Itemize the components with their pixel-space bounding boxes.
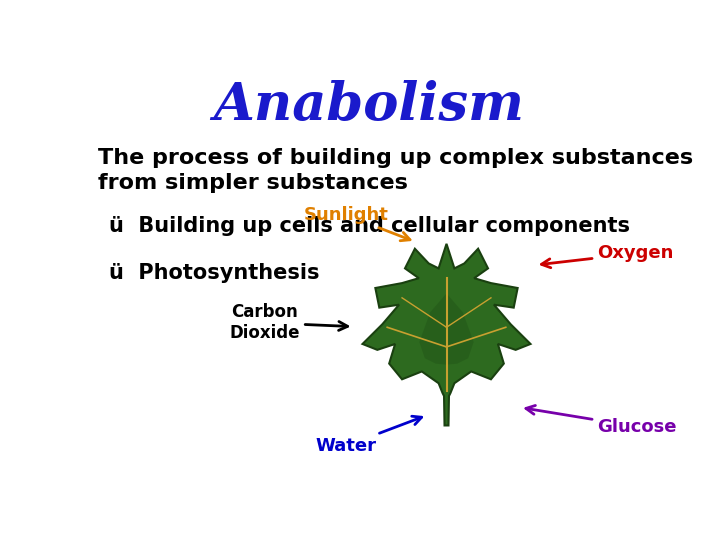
Text: from simpler substances: from simpler substances — [98, 173, 408, 193]
Text: Water: Water — [315, 416, 422, 455]
Text: ü  Building up cells and cellular components: ü Building up cells and cellular compone… — [109, 215, 631, 236]
Text: The process of building up complex substances: The process of building up complex subst… — [98, 148, 693, 168]
Text: Oxygen: Oxygen — [541, 245, 674, 268]
Polygon shape — [419, 293, 474, 364]
Text: ü  Photosynthesis: ü Photosynthesis — [109, 264, 320, 284]
Text: Anabolism: Anabolism — [214, 80, 524, 131]
Text: Glucose: Glucose — [526, 406, 677, 436]
Polygon shape — [362, 244, 531, 426]
Text: Sunlight: Sunlight — [303, 206, 410, 241]
Text: Carbon
Dioxide: Carbon Dioxide — [229, 303, 348, 342]
